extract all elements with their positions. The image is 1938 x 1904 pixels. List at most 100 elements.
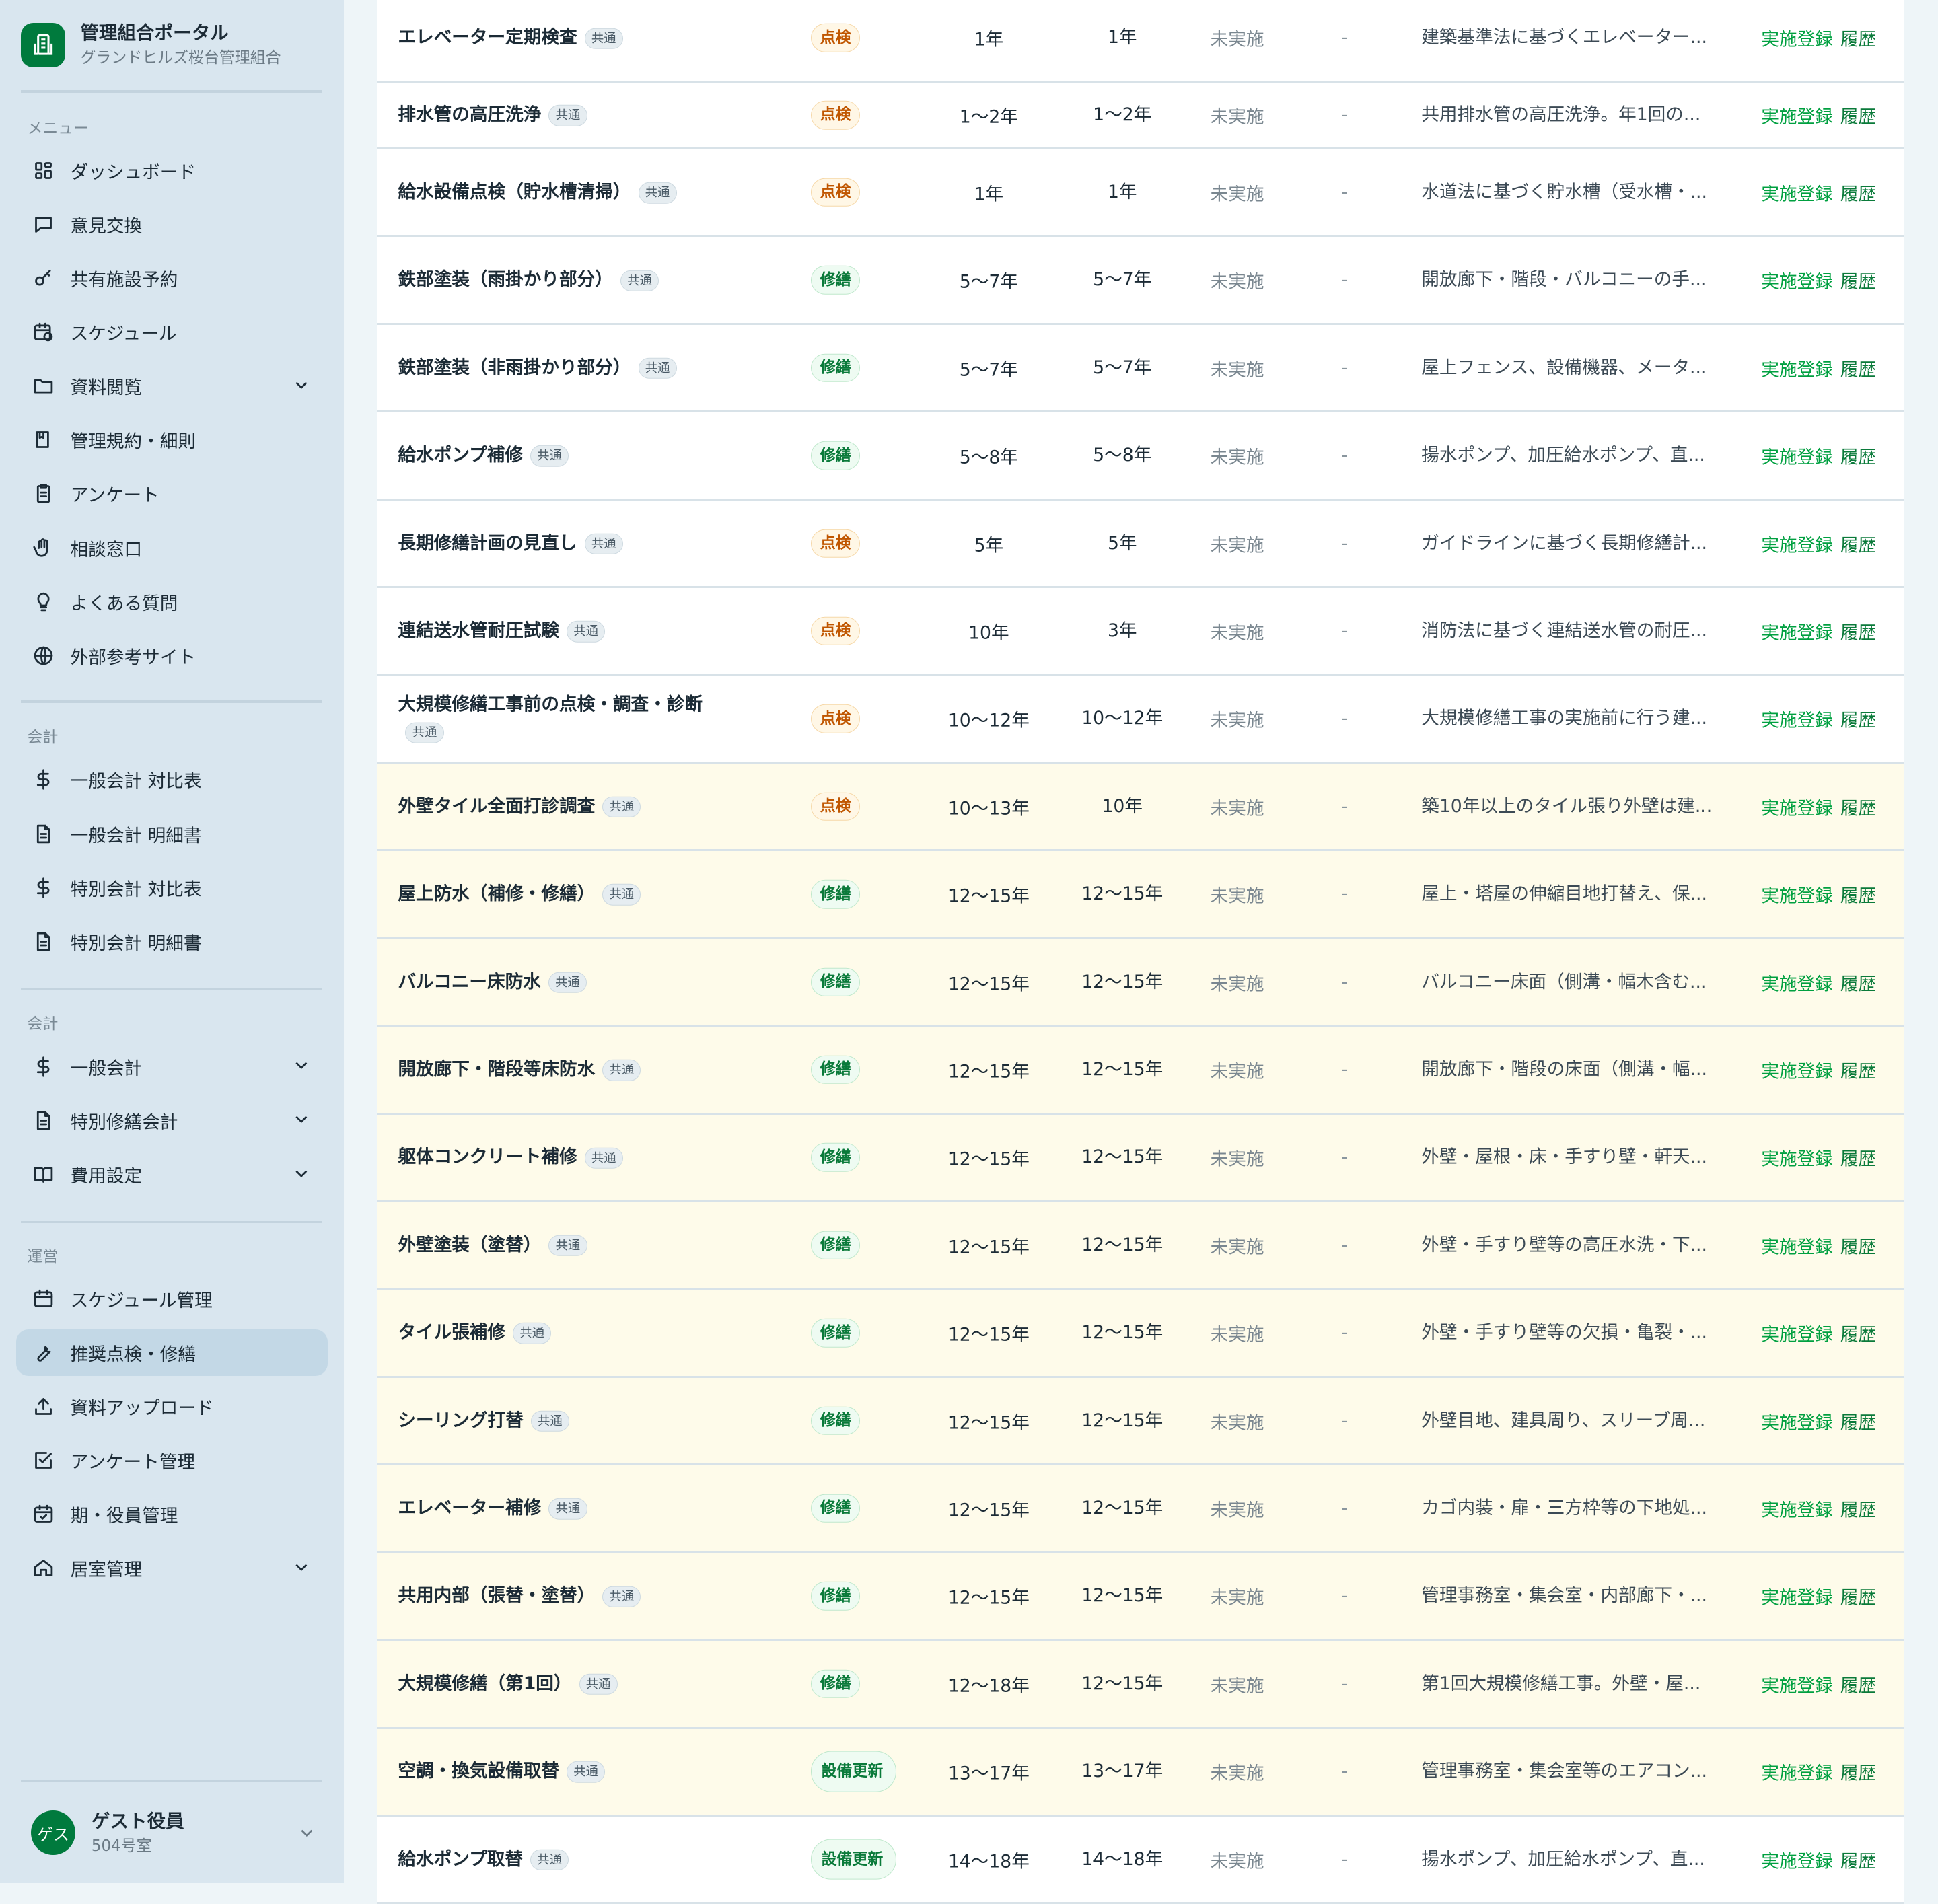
sidebar-item[interactable]: 資料閲覧: [16, 363, 328, 410]
sidebar-item[interactable]: スケジュール: [16, 309, 328, 356]
sidebar-item[interactable]: 期・役員管理: [16, 1491, 328, 1538]
register-link[interactable]: 実施登録: [1761, 29, 1833, 50]
history-link[interactable]: 履歴: [1840, 447, 1877, 468]
sidebar-item[interactable]: アンケート管理: [16, 1437, 328, 1484]
type-badge: 修繕: [810, 1055, 861, 1085]
register-link[interactable]: 実施登録: [1761, 184, 1833, 205]
register-link[interactable]: 実施登録: [1761, 1061, 1833, 1083]
register-link[interactable]: 実施登録: [1761, 447, 1833, 468]
common-badge: 共通: [584, 533, 623, 554]
register-link[interactable]: 実施登録: [1761, 1675, 1833, 1697]
sidebar-item[interactable]: 外部参考サイト: [16, 632, 328, 679]
history-link[interactable]: 履歴: [1840, 184, 1877, 205]
register-link[interactable]: 実施登録: [1761, 1237, 1833, 1258]
chat-icon: [32, 213, 55, 235]
history-link[interactable]: 履歴: [1840, 1675, 1877, 1697]
history-link[interactable]: 履歴: [1840, 1763, 1877, 1784]
chevron-down-icon[interactable]: [293, 1558, 310, 1576]
register-link[interactable]: 実施登録: [1761, 1587, 1833, 1609]
history-link[interactable]: 履歴: [1840, 622, 1877, 644]
history-link[interactable]: 履歴: [1840, 1412, 1877, 1434]
history-link[interactable]: 履歴: [1840, 29, 1877, 50]
interval-adjusted: 12〜15年: [1081, 883, 1163, 904]
user-menu[interactable]: ゲス ゲスト役員 504号室: [30, 1810, 316, 1856]
type-badge: 修繕: [810, 1143, 861, 1172]
item-name: バルコニー床防水 共通: [398, 968, 744, 995]
register-link[interactable]: 実施登録: [1761, 106, 1833, 128]
chevron-down-icon[interactable]: [298, 1824, 316, 1841]
sidebar-item[interactable]: 相談窓口: [16, 524, 328, 571]
history-link[interactable]: 履歴: [1840, 885, 1877, 907]
history-link[interactable]: 履歴: [1840, 359, 1877, 381]
sidebar-item[interactable]: よくある質問: [16, 578, 328, 625]
history-link[interactable]: 履歴: [1840, 271, 1877, 293]
register-link[interactable]: 実施登録: [1761, 359, 1833, 381]
register-link[interactable]: 実施登録: [1761, 1763, 1833, 1784]
interval: 5年: [974, 535, 1004, 556]
interval: 5〜8年: [959, 447, 1018, 468]
last-performed: -: [1341, 269, 1349, 291]
sidebar-item[interactable]: 居室管理: [16, 1545, 328, 1592]
common-badge: 共通: [513, 1323, 552, 1344]
register-link[interactable]: 実施登録: [1761, 535, 1833, 556]
history-link[interactable]: 履歴: [1840, 1500, 1877, 1521]
register-link[interactable]: 実施登録: [1761, 1412, 1833, 1434]
sidebar-item[interactable]: 一般会計 対比表: [16, 756, 328, 803]
interval-adjusted: 5年: [1107, 532, 1137, 554]
sidebar-item[interactable]: ダッシュボード: [16, 147, 328, 194]
sidebar-item[interactable]: 推奨点検・修繕: [15, 1329, 328, 1377]
item-name: エレベーター定期検査 共通: [398, 24, 744, 51]
sidebar-item[interactable]: アンケート: [16, 470, 328, 517]
common-badge: 共通: [638, 357, 677, 379]
status: 未実施: [1210, 29, 1264, 50]
history-link[interactable]: 履歴: [1840, 1148, 1877, 1170]
type-badge: 修繕: [810, 441, 861, 470]
chevron-down-icon[interactable]: [293, 1110, 310, 1128]
history-link[interactable]: 履歴: [1840, 974, 1877, 995]
brand[interactable]: 管理組合ポータル グランドヒルズ桜台管理組合: [21, 22, 281, 67]
chevron-down-icon[interactable]: [293, 1056, 310, 1074]
sidebar-item[interactable]: 共有施設予約: [16, 255, 328, 302]
register-link[interactable]: 実施登録: [1761, 1500, 1833, 1521]
history-link[interactable]: 履歴: [1840, 1061, 1877, 1083]
history-link[interactable]: 履歴: [1840, 106, 1877, 128]
register-link[interactable]: 実施登録: [1761, 710, 1833, 731]
sidebar-item[interactable]: 特別修繕会計: [16, 1097, 328, 1144]
register-link[interactable]: 実施登録: [1761, 798, 1833, 819]
common-badge: 共通: [530, 1849, 569, 1871]
sidebar-item[interactable]: 特別会計 明細書: [16, 918, 328, 965]
register-link[interactable]: 実施登録: [1761, 1851, 1833, 1872]
sidebar-item[interactable]: 費用設定: [16, 1150, 328, 1198]
register-link[interactable]: 実施登録: [1761, 885, 1833, 907]
item-name: 外壁タイル全面打診調査 共通: [398, 793, 744, 820]
chevron-down-icon[interactable]: [293, 1165, 310, 1182]
register-link[interactable]: 実施登録: [1761, 1148, 1833, 1170]
sidebar-item[interactable]: 資料アップロード: [16, 1383, 328, 1430]
register-link[interactable]: 実施登録: [1761, 622, 1833, 644]
history-link[interactable]: 履歴: [1840, 1851, 1877, 1872]
item-name: 給水ポンプ取替 共通: [398, 1845, 744, 1872]
history-link[interactable]: 履歴: [1840, 710, 1877, 731]
home-icon: [32, 1557, 55, 1579]
history-link[interactable]: 履歴: [1840, 1587, 1877, 1609]
sidebar-item[interactable]: 特別会計 対比表: [16, 864, 328, 911]
sidebar-item[interactable]: 意見交換: [16, 201, 328, 248]
register-link[interactable]: 実施登録: [1761, 271, 1833, 293]
interval: 12〜15年: [947, 885, 1030, 907]
register-link[interactable]: 実施登録: [1761, 1324, 1833, 1346]
register-link[interactable]: 実施登録: [1761, 974, 1833, 995]
history-link[interactable]: 履歴: [1840, 1324, 1877, 1346]
history-link[interactable]: 履歴: [1840, 798, 1877, 819]
sidebar-item[interactable]: スケジュール管理: [16, 1276, 328, 1323]
chevron-down-icon[interactable]: [293, 376, 310, 394]
history-link[interactable]: 履歴: [1840, 1237, 1877, 1258]
sidebar-item[interactable]: 管理規約・細則: [16, 416, 328, 464]
description: 外壁・手すり壁等の欠損・亀裂・...: [1421, 1322, 1707, 1344]
description: 開放廊下・階段・バルコニーの手...: [1421, 269, 1707, 291]
last-performed: -: [1341, 1410, 1349, 1432]
history-link[interactable]: 履歴: [1840, 535, 1877, 556]
sidebar-item[interactable]: 一般会計: [16, 1043, 328, 1090]
status: 未実施: [1210, 622, 1264, 644]
sidebar-item[interactable]: 一般会計 明細書: [16, 810, 328, 857]
interval-adjusted: 5〜7年: [1093, 357, 1152, 378]
